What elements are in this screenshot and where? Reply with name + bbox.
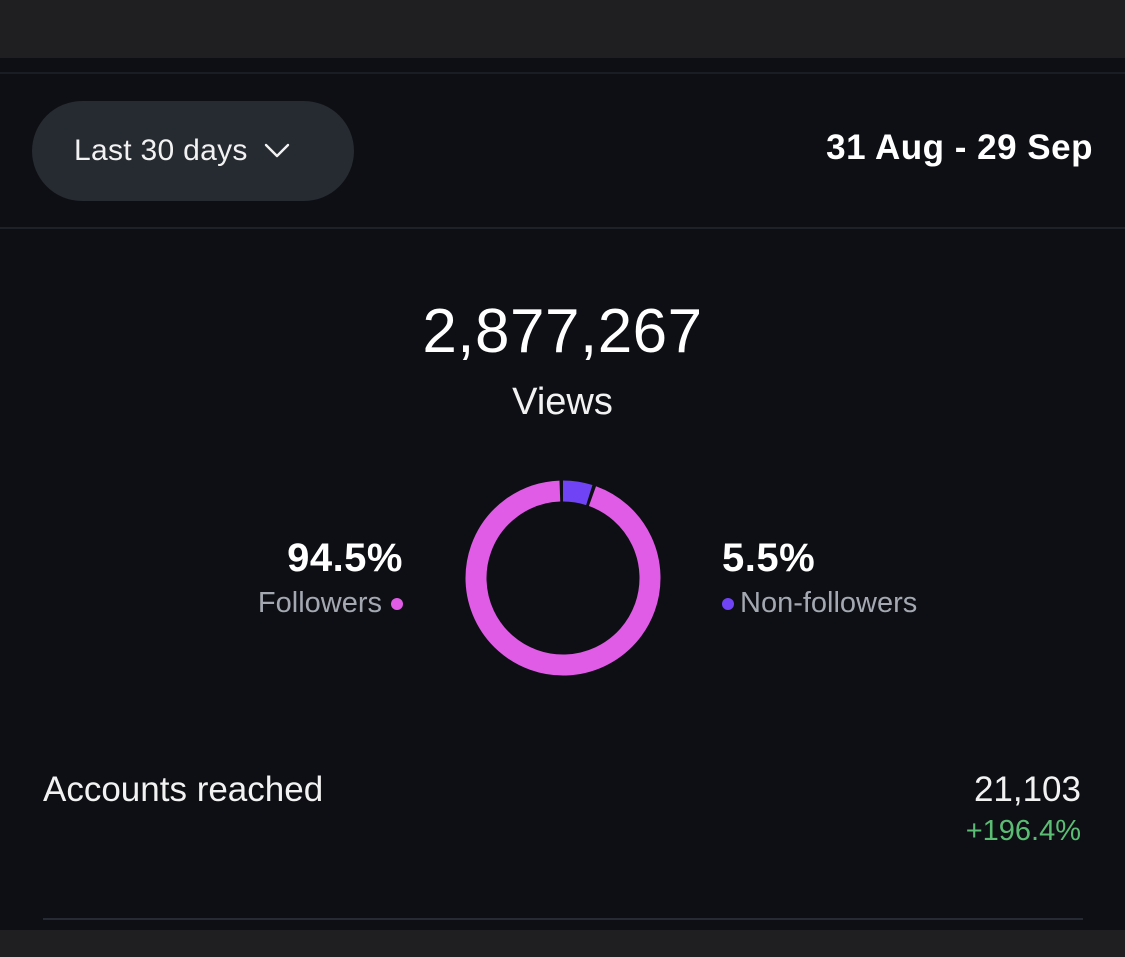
date-range-dropdown[interactable]: Last 30 days — [32, 101, 354, 201]
date-range-dropdown-label: Last 30 days — [74, 134, 248, 167]
non-followers-percent: 5.5% — [722, 536, 816, 580]
donut-segment-non-followers — [465, 480, 661, 676]
followers-dot-icon — [391, 597, 403, 610]
followers-legend: Followers — [258, 587, 403, 620]
accounts-reached-value: 21,103 — [973, 770, 1081, 809]
non-followers-label: Non-followers — [740, 587, 918, 619]
followers-stat: 94.5% Followers — [258, 536, 403, 620]
bottom-bar — [0, 930, 1125, 957]
non-followers-dot-icon — [722, 597, 734, 610]
audience-donut-chart — [465, 480, 661, 676]
followers-percent: 94.5% — [287, 536, 403, 580]
non-followers-legend: Non-followers — [722, 587, 917, 620]
divider — [0, 72, 1125, 74]
donut-segment-followers — [465, 480, 661, 676]
followers-label: Followers — [257, 587, 382, 619]
views-label: Views — [512, 381, 613, 423]
date-range-text: 31 Aug - 29 Sep — [826, 128, 1093, 167]
divider — [43, 918, 1083, 920]
accounts-reached-label: Accounts reached — [43, 770, 324, 809]
divider — [0, 227, 1125, 229]
chevron-down-icon — [264, 143, 289, 158]
top-bar — [0, 0, 1125, 58]
accounts-reached-change: +196.4% — [965, 815, 1081, 847]
non-followers-stat: 5.5% Non-followers — [722, 536, 917, 620]
views-count: 2,877,267 — [422, 297, 703, 366]
